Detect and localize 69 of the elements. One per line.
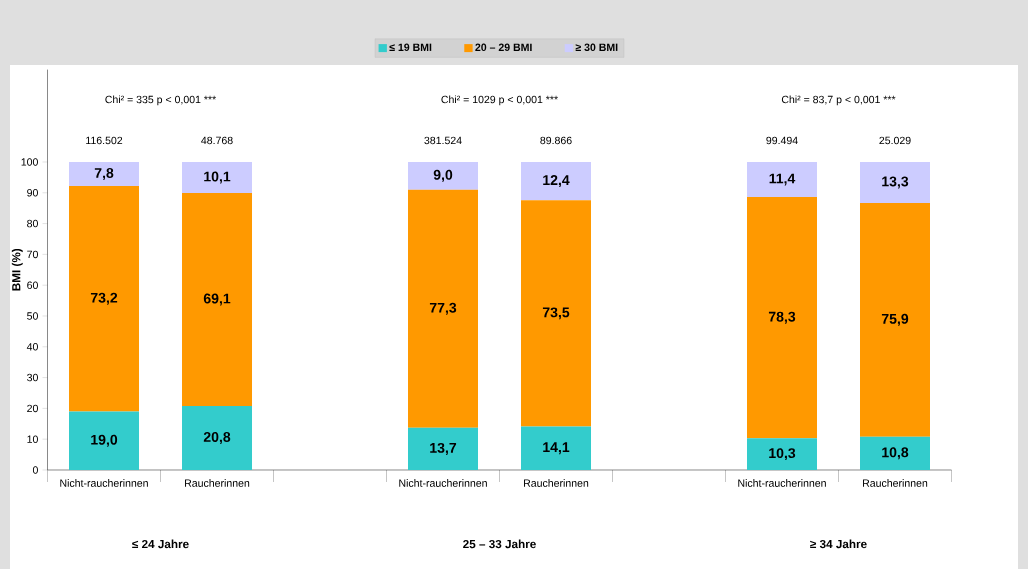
- data-label: 12,4: [543, 175, 570, 188]
- bar: [860, 202, 930, 437]
- x-tick-label: Raucherinnen: [524, 479, 589, 487]
- data-label: 9,0: [433, 169, 453, 182]
- legend-label: ≤ 19 BMI: [389, 43, 432, 52]
- bar: [747, 197, 817, 439]
- x-tick-label: Raucherinnen: [863, 479, 928, 487]
- data-label: 20,8: [203, 431, 231, 444]
- bar: [860, 436, 930, 470]
- bar: [182, 405, 253, 470]
- y-tick-label: 40: [26, 343, 38, 351]
- data-label: 73,2: [90, 292, 118, 305]
- annotation: 116.502: [86, 136, 123, 145]
- bar: [408, 427, 478, 470]
- data-label: 14,1: [543, 442, 570, 455]
- data-label: 78,3: [768, 311, 796, 324]
- y-tick-label: 60: [27, 281, 38, 289]
- data-label: 10,8: [882, 447, 909, 460]
- bar: [408, 161, 478, 190]
- bar: [521, 200, 592, 427]
- bar: [182, 193, 253, 406]
- y-tick-label: 20: [27, 404, 38, 413]
- bar: [521, 161, 592, 201]
- data-label: 73,5: [542, 307, 570, 320]
- y-axis-title: BMI (%): [11, 248, 23, 291]
- annotation: 381.524: [424, 136, 462, 145]
- data-label: 19,0: [91, 434, 118, 447]
- bar: [69, 411, 140, 470]
- annotation: Chi² = 335 p < 0,001 ***: [105, 95, 216, 106]
- bar: [747, 438, 817, 470]
- data-label: 13,7: [430, 442, 457, 455]
- bar: [182, 161, 253, 194]
- x-tick-label: Nicht-raucherinnen: [399, 479, 487, 487]
- x-tick-label: Nicht-raucherinnen: [738, 479, 826, 487]
- x-tick-label: Raucherinnen: [185, 479, 250, 487]
- data-label: 10,3: [769, 448, 796, 461]
- annotation: 99.494: [766, 136, 798, 145]
- annotation: 25.029: [879, 136, 911, 145]
- data-label: 11,4: [769, 173, 796, 186]
- data-label: 77,3: [429, 302, 457, 315]
- y-tick-label: 50: [27, 312, 38, 320]
- y-tick-label: 100: [21, 158, 38, 166]
- y-tick-label: 80: [27, 219, 38, 228]
- annotation: 48.768: [201, 136, 233, 145]
- annotation: Chi² = 1029 p < 0,001 ***: [441, 95, 558, 106]
- bar: [69, 186, 140, 412]
- x-tick-label: Nicht-raucherinnen: [60, 479, 148, 487]
- annotation: Chi² = 83,7 p < 0,001 ***: [781, 95, 896, 106]
- data-label: 69,1: [203, 293, 231, 306]
- data-label: 10,1: [204, 171, 231, 184]
- bar: [408, 189, 478, 428]
- y-tick-label: 90: [27, 189, 38, 197]
- annotation: 89.866: [540, 136, 572, 145]
- bar: [747, 161, 817, 198]
- y-tick-label: 10: [27, 435, 38, 443]
- y-tick-label: 30: [27, 373, 38, 382]
- bar: [521, 426, 592, 470]
- legend-label: 20 – 29 BMI: [475, 43, 532, 52]
- y-tick-label: 0: [32, 466, 38, 474]
- data-label: 13,3: [882, 176, 909, 189]
- data-label: 7,8: [94, 168, 114, 180]
- legend-label: ≥ 30 BMI: [575, 43, 618, 52]
- text: ≥ 34 Jahre: [810, 539, 867, 549]
- text: ≤ 24 Jahre: [132, 539, 189, 549]
- y-tick-label: 70: [27, 250, 38, 259]
- bar: [69, 161, 140, 187]
- data-label: 75,9: [881, 313, 909, 326]
- text: 25 – 33 Jahre: [463, 539, 536, 549]
- bar: [860, 161, 930, 203]
